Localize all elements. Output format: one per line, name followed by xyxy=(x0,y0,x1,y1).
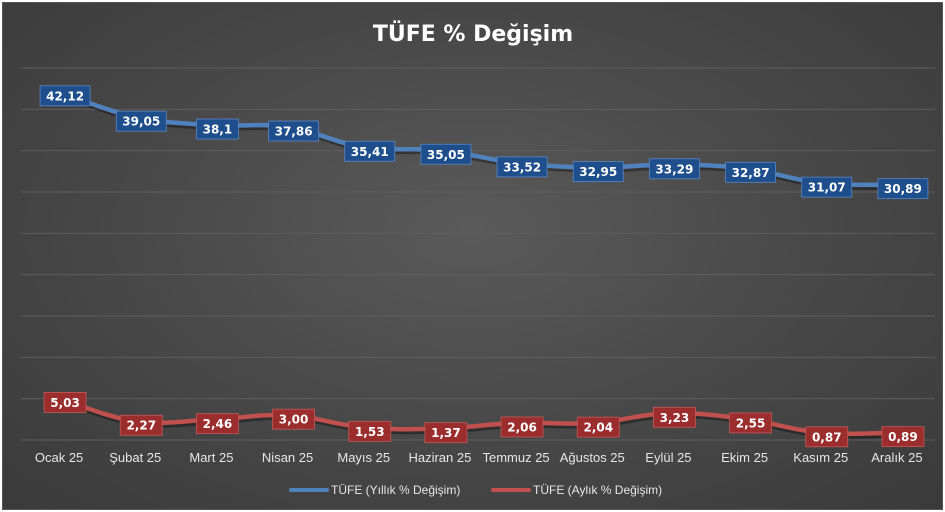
data-label-box xyxy=(500,416,544,438)
data-label: 2,46 xyxy=(196,413,239,435)
data-label: 1,37 xyxy=(424,422,468,444)
x-tick-label: Haziran 25 xyxy=(408,450,471,465)
data-label: 33,29 xyxy=(649,158,700,180)
data-label-text: 39,05 xyxy=(122,115,160,129)
series-line-shadow xyxy=(58,398,901,439)
data-label-box xyxy=(576,416,620,438)
data-label: 2,27 xyxy=(119,414,163,436)
series-lines xyxy=(56,89,901,439)
data-label-text: 0,87 xyxy=(812,430,842,444)
data-label: 32,95 xyxy=(572,161,624,183)
data-label-text: 0,89 xyxy=(888,430,918,444)
legend-label: TÜFE (Yıllık % Değişim) xyxy=(331,483,460,497)
x-tick-label: Temmuz 25 xyxy=(482,450,549,465)
data-label-box xyxy=(115,110,167,132)
data-label-text: 5,03 xyxy=(50,396,80,410)
data-label: 37,86 xyxy=(268,120,319,142)
data-label-box xyxy=(649,158,700,180)
x-tick-label: Ocak 25 xyxy=(35,450,83,465)
data-label-text: 2,46 xyxy=(203,417,233,431)
x-tick-label: Nisan 25 xyxy=(262,450,313,465)
legend-item: TÜFE (Aylık % Değişim) xyxy=(491,483,662,497)
data-label-text: 33,29 xyxy=(655,162,693,176)
data-label-text: 35,41 xyxy=(351,145,389,159)
data-label-text: 3,23 xyxy=(660,411,690,425)
data-label-box xyxy=(877,178,929,200)
x-tick-label: Eylül 25 xyxy=(645,450,691,465)
data-label: 0,89 xyxy=(881,426,925,448)
data-label-text: 38,1 xyxy=(203,123,233,137)
data-label-box xyxy=(119,414,163,436)
data-label-box xyxy=(572,161,624,183)
x-tick-label: Kasım 25 xyxy=(793,450,848,465)
data-label-box xyxy=(344,140,396,162)
data-label-box xyxy=(39,85,91,107)
x-axis: Ocak 25 Şubat 25 Mart 25 Nisan 25 Mayıs 25 Ha… xyxy=(35,450,923,465)
chart-title: TÜFE % Değişim xyxy=(373,21,573,47)
data-label-text: 2,06 xyxy=(507,420,537,434)
data-label-box xyxy=(496,156,548,178)
data-label-box xyxy=(729,412,772,434)
data-label: 2,04 xyxy=(576,416,620,438)
data-label-text: 1,53 xyxy=(355,425,385,439)
data-label-box xyxy=(196,118,239,140)
legend: TÜFE (Yıllık % Değişim) TÜFE (Aylık % Değ… xyxy=(289,483,662,497)
data-label-box xyxy=(881,426,925,448)
x-tick-label: Ağustos 25 xyxy=(560,450,625,465)
data-label: 5,03 xyxy=(43,392,87,413)
gridlines xyxy=(21,67,935,441)
data-label-text: 31,07 xyxy=(808,181,846,195)
data-label-text: 2,04 xyxy=(583,421,613,435)
data-label: 0,87 xyxy=(805,426,849,448)
data-label: 2,55 xyxy=(729,412,772,434)
data-label-box xyxy=(196,413,239,435)
data-label: 32,87 xyxy=(725,161,776,183)
data-label: 35,41 xyxy=(344,140,396,162)
data-label-text: 1,37 xyxy=(431,426,461,440)
data-label: 35,05 xyxy=(420,143,472,165)
data-label: 33,52 xyxy=(496,156,548,178)
data-label-text: 35,05 xyxy=(427,148,465,162)
data-label: 3,23 xyxy=(653,406,696,428)
chart-svg: TÜFE % Değişim 42,12 39,05 38,1 37,86 35,41 3… xyxy=(21,21,935,497)
legend-item: TÜFE (Yıllık % Değişim) xyxy=(289,483,460,497)
data-label-box xyxy=(424,422,468,444)
data-label-box xyxy=(653,406,696,428)
data-label: 31,07 xyxy=(801,176,853,198)
data-label-text: 32,87 xyxy=(732,166,770,180)
data-label: 42,12 xyxy=(39,85,91,107)
x-tick-label: Ekim 25 xyxy=(721,450,768,465)
legend-label: TÜFE (Aylık % Değişim) xyxy=(533,483,662,497)
data-label-box xyxy=(268,120,319,142)
data-label-text: 30,89 xyxy=(884,182,922,196)
data-label-box xyxy=(420,143,472,165)
data-labels: 42,12 39,05 38,1 37,86 35,41 35,05 33,52 32,95 3… xyxy=(39,85,929,448)
data-label-text: 33,52 xyxy=(503,160,541,174)
data-label-box xyxy=(801,176,853,198)
data-label-text: 32,95 xyxy=(579,165,617,179)
data-label: 38,1 xyxy=(196,118,239,140)
data-label: 39,05 xyxy=(115,110,167,132)
data-label-text: 2,55 xyxy=(736,416,766,430)
data-label-text: 3,00 xyxy=(279,413,309,427)
x-tick-label: Mayıs 25 xyxy=(337,450,390,465)
data-label-box xyxy=(725,161,776,183)
data-label-box xyxy=(348,420,392,442)
x-tick-label: Aralık 25 xyxy=(871,450,922,465)
data-label-text: 37,86 xyxy=(275,125,313,139)
data-label-box xyxy=(43,392,87,413)
data-label-box xyxy=(272,408,315,430)
data-label: 3,00 xyxy=(272,408,315,430)
data-label: 1,53 xyxy=(348,420,392,442)
x-tick-label: Mart 25 xyxy=(189,450,233,465)
x-tick-label: Şubat 25 xyxy=(109,450,161,465)
data-label: 30,89 xyxy=(877,178,929,200)
data-label-text: 2,27 xyxy=(126,419,156,433)
data-label-text: 42,12 xyxy=(46,89,84,103)
data-label-box xyxy=(805,426,849,448)
data-label: 2,06 xyxy=(500,416,544,438)
